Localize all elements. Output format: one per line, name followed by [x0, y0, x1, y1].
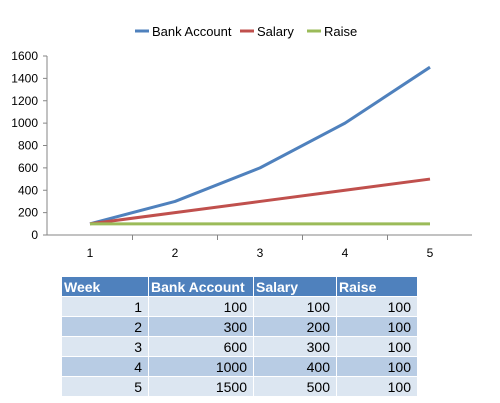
header-raise: Raise	[336, 277, 418, 297]
cell-salary: 400	[253, 356, 337, 377]
cell-bank-account: 1000	[148, 356, 254, 377]
table-row: 5 1500 500 100	[62, 376, 418, 396]
x-tick-label: 1	[87, 246, 94, 260]
x-tick-label: 3	[257, 246, 264, 260]
cell-week: 1	[62, 296, 149, 317]
header-salary: Salary	[253, 277, 337, 297]
x-axis-ticks: 1 2 3 4 5	[87, 235, 434, 260]
cell-raise: 100	[336, 336, 418, 357]
cell-week: 5	[62, 376, 149, 396]
cell-raise: 100	[336, 356, 418, 377]
table-header-row: Week Bank Account Salary Raise	[62, 277, 418, 297]
series-lines	[89, 65, 431, 226]
table-row: 1 100 100 100	[62, 296, 418, 317]
x-tick-label: 2	[172, 246, 179, 260]
y-tick-label: 1400	[11, 71, 38, 85]
header-bank-account: Bank Account	[148, 277, 254, 297]
cell-week: 2	[62, 316, 149, 337]
y-tick-label: 400	[18, 183, 38, 197]
y-tick-label: 600	[18, 161, 38, 175]
legend-label: Salary	[257, 24, 294, 39]
y-tick-label: 800	[18, 139, 38, 153]
cell-salary: 200	[253, 316, 337, 337]
line-chart: Bank Account Salary Raise 0 200 400 600 800 100…	[11, 24, 472, 260]
y-tick-label: 1000	[11, 116, 38, 130]
x-tick-label: 5	[427, 246, 434, 260]
cell-salary: 300	[253, 336, 337, 357]
table-row: 4 1000 400 100	[62, 356, 418, 377]
cell-raise: 100	[336, 376, 418, 396]
table-row: 2 300 200 100	[62, 316, 418, 337]
cell-bank-account: 600	[148, 336, 254, 357]
y-tick-label: 1600	[11, 49, 38, 63]
chart-legend: Bank Account Salary Raise	[135, 24, 357, 39]
y-tick-label: 1200	[11, 94, 38, 108]
legend-label: Raise	[324, 24, 357, 39]
cell-week: 3	[62, 336, 149, 357]
series-line-salary	[89, 177, 431, 226]
cell-week: 4	[62, 356, 149, 377]
cell-bank-account: 100	[148, 296, 254, 317]
cell-salary: 500	[253, 376, 337, 396]
y-tick-label: 0	[31, 228, 38, 242]
series-line-bank-account	[89, 65, 431, 226]
y-axis-ticks: 0 200 400 600 800 1000 1200 1400 1600	[11, 49, 47, 242]
cell-raise: 100	[336, 316, 418, 337]
table-row: 3 600 300 100	[62, 336, 418, 357]
cell-bank-account: 300	[148, 316, 254, 337]
legend-label: Bank Account	[152, 24, 232, 39]
y-tick-label: 200	[18, 206, 38, 220]
cell-salary: 100	[253, 296, 337, 317]
header-week: Week	[62, 277, 149, 297]
cell-raise: 100	[336, 296, 418, 317]
cell-bank-account: 1500	[148, 376, 254, 396]
data-table: Week Bank Account Salary Raise 1 100 100…	[62, 277, 418, 396]
x-tick-label: 4	[342, 246, 349, 260]
